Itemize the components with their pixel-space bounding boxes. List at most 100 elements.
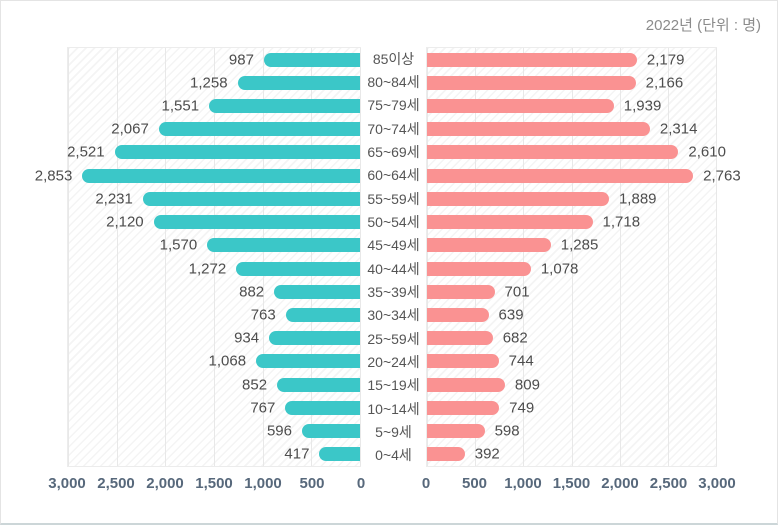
female-value-label: 2,166 xyxy=(645,74,684,92)
male-bar xyxy=(142,191,360,206)
male-bar xyxy=(158,122,360,137)
gridline xyxy=(116,48,118,466)
left-bar-row: 2,521 xyxy=(67,141,360,164)
right-bar-row: 598 xyxy=(427,420,716,443)
male-bar xyxy=(263,52,360,67)
female-value-label: 2,763 xyxy=(703,167,741,185)
male-value-label: 852 xyxy=(242,376,268,394)
female-bar xyxy=(427,354,499,369)
left-bar-row: 1,272 xyxy=(68,257,360,280)
left-plot-area: 987 1,258 1,551 2,067 2,521 2,853 2,231 2,120 1,… xyxy=(35,47,361,467)
age-group-label: 55~59세 xyxy=(367,190,420,207)
gridline xyxy=(667,48,669,466)
age-group-label: 10~14세 xyxy=(367,400,420,417)
male-bar xyxy=(82,168,360,183)
male-value-label: 1,068 xyxy=(208,352,247,370)
age-group-label: 75~79세 xyxy=(367,97,420,114)
right-bar-row: 1,939 xyxy=(427,94,716,117)
x-axis-tick-label: 0 xyxy=(421,475,431,492)
female-bar xyxy=(427,75,636,90)
female-bar xyxy=(427,238,551,253)
age-group-label: 30~34세 xyxy=(367,307,420,324)
male-value-label: 2,853 xyxy=(34,167,73,185)
right-bar-row: 2,763 xyxy=(427,164,741,187)
right-plot-area: 2,179 2,166 1,939 2,314 2,610 2,763 1,889 1,718… xyxy=(426,47,741,467)
female-bar xyxy=(427,168,694,183)
right-bar-row: 2,314 xyxy=(427,118,716,141)
left-bar-row: 2,120 xyxy=(68,211,360,234)
right-bar-row: 749 xyxy=(427,396,716,419)
male-value-label: 417 xyxy=(284,445,310,463)
left-bar-row: 852 xyxy=(68,373,360,396)
female-value-label: 598 xyxy=(494,422,520,440)
left-x-axis: 3,000 2,500 2,000 1,500 1,000 500 0 xyxy=(48,475,365,495)
male-value-label: 2,521 xyxy=(67,143,105,161)
female-bar xyxy=(427,377,505,392)
right-bar-row: 1,718 xyxy=(427,211,716,234)
male-value-label: 2,231 xyxy=(95,190,133,208)
female-bar xyxy=(427,99,614,114)
female-bar xyxy=(427,424,485,439)
left-gridlines xyxy=(68,48,361,466)
male-value-label: 882 xyxy=(239,283,265,301)
gridline xyxy=(214,48,215,466)
female-bar xyxy=(427,145,679,160)
age-group-label: 70~74세 xyxy=(367,120,420,137)
right-bar-row: 682 xyxy=(427,327,716,350)
male-value-label: 596 xyxy=(266,422,292,440)
x-axis-tick-label: 3,000 xyxy=(698,475,736,492)
x-axis-tick-label: 500 xyxy=(299,475,325,492)
age-group-label: 0~4세 xyxy=(375,447,412,464)
male-bar xyxy=(269,331,360,346)
female-bar xyxy=(427,308,489,323)
male-bar xyxy=(285,308,360,323)
male-bar xyxy=(209,99,360,114)
female-bar xyxy=(427,191,609,206)
left-bar-row: 2,853 xyxy=(35,164,360,187)
left-bar-row: 882 xyxy=(68,280,360,303)
female-value-label: 749 xyxy=(509,399,535,417)
female-value-label: 2,610 xyxy=(688,143,726,161)
left-bar-row: 1,068 xyxy=(68,350,360,373)
left-bar-row: 2,231 xyxy=(68,187,360,210)
left-bar-row: 763 xyxy=(68,303,360,326)
x-axis-tick-label: 2,000 xyxy=(601,475,639,492)
female-value-label: 809 xyxy=(514,376,540,394)
male-value-label: 1,272 xyxy=(188,260,227,278)
age-group-label: 15~19세 xyxy=(367,377,420,394)
male-bar xyxy=(277,377,360,392)
male-bar xyxy=(256,354,360,369)
female-value-label: 1,285 xyxy=(560,236,599,254)
male-value-label: 1,551 xyxy=(161,97,200,115)
age-group-label: 25~59세 xyxy=(367,330,420,347)
x-axis-tick-label: 1,000 xyxy=(504,475,542,492)
right-bar-row: 744 xyxy=(427,350,716,373)
female-value-label: 1,939 xyxy=(623,97,662,115)
age-group-label: 50~54세 xyxy=(367,213,420,230)
male-value-label: 767 xyxy=(250,399,276,417)
male-bar xyxy=(153,215,360,230)
gridline xyxy=(165,48,167,466)
right-bar-row: 1,078 xyxy=(427,257,716,280)
female-value-label: 639 xyxy=(498,306,524,324)
female-bar xyxy=(427,122,650,137)
female-value-label: 392 xyxy=(474,445,500,463)
right-bar-row: 701 xyxy=(427,280,716,303)
male-bar xyxy=(302,424,360,439)
left-bar-row: 596 xyxy=(68,420,360,443)
x-axis-tick-label: 3,000 xyxy=(48,475,86,492)
left-plot-rows: 987 1,258 1,551 2,067 2,521 2,853 2,231 2,120 1,… xyxy=(35,48,360,466)
female-value-label: 1,889 xyxy=(618,190,657,208)
female-bar xyxy=(427,284,495,299)
age-group-label: 85이상 xyxy=(372,50,415,67)
chart-title: 2022년 (단위 : 명) xyxy=(645,17,761,34)
male-bar xyxy=(236,261,360,276)
age-group-labels: 85이상 80~84세 75~79세 70~74세 65~69세 60~64세 55~59세… xyxy=(361,47,426,467)
age-group-label: 65~69세 xyxy=(367,143,420,160)
x-axis-tick-label: 1,000 xyxy=(244,475,282,492)
female-value-label: 682 xyxy=(502,329,528,347)
male-bar xyxy=(285,400,360,415)
x-axis-tick-label: 0 xyxy=(356,475,366,492)
right-bar-row: 1,285 xyxy=(427,234,716,257)
